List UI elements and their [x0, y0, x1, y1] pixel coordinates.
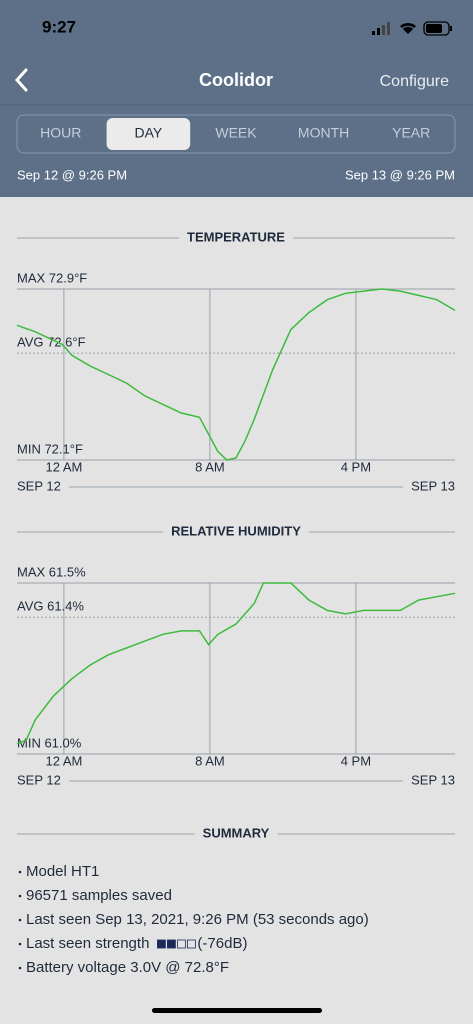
- section-title: SUMMARY: [203, 825, 270, 840]
- data-line: [16, 582, 456, 745]
- signal-square: [187, 939, 196, 949]
- y-tick-label: MIN 61.0%: [17, 735, 82, 750]
- bullet: [18, 894, 22, 898]
- section-title: RELATIVE HUMIDITY: [171, 523, 301, 538]
- bullet: [18, 942, 22, 946]
- y-tick-label: MIN 72.1°F: [17, 441, 83, 456]
- signal-square: [167, 939, 176, 949]
- axis-start-label: SEP 12: [17, 478, 61, 493]
- signal-square: [177, 939, 186, 949]
- signal-strength: (-76dB): [197, 935, 247, 952]
- header-bg: [0, 0, 473, 197]
- tabs: HOUR DAY WEEK MONTH YEAR: [40, 118, 430, 150]
- y-tick-label: MAX 61.5%: [17, 564, 86, 579]
- y-tick-label: AVG 72.6°F: [17, 335, 86, 350]
- axis-start-label: SEP 12: [17, 772, 61, 787]
- status-icons: [372, 21, 452, 36]
- x-tick-label: 12 AM: [45, 753, 82, 768]
- section-title: TEMPERATURE: [187, 229, 285, 244]
- summary-item: Last seen strength: [26, 935, 149, 952]
- clock: 9:27: [42, 17, 76, 36]
- bullet: [18, 870, 22, 874]
- bullet: [18, 966, 22, 970]
- tab[interactable]: MONTH: [298, 125, 349, 141]
- summary-item: 96571 samples saved: [26, 887, 172, 904]
- summary: SUMMARY Model HT1 96571 samples saved Last …: [17, 825, 455, 976]
- bullet: [18, 918, 22, 922]
- back-button[interactable]: [14, 68, 28, 92]
- x-tick-label: 8 AM: [195, 753, 225, 768]
- x-tick-label: 4 PM: [341, 753, 371, 768]
- axis-end-label: SEP 13: [411, 772, 455, 787]
- tab[interactable]: HOUR: [40, 125, 81, 141]
- configure-button[interactable]: Configure: [380, 73, 449, 90]
- summary-item: Battery voltage 3.0V @ 72.8°F: [26, 959, 229, 976]
- summary-item: Last seen Sep 13, 2021, 9:26 PM (53 seco…: [26, 911, 369, 928]
- y-tick-label: AVG 61.4%: [17, 599, 84, 614]
- y-tick-label: MAX 72.9°F: [17, 270, 87, 285]
- x-tick-label: 8 AM: [195, 459, 225, 474]
- home-indicator: [152, 1008, 322, 1013]
- nav-title: Coolidor: [199, 70, 273, 90]
- axis-end-label: SEP 13: [411, 478, 455, 493]
- x-tick-label: 12 AM: [45, 459, 82, 474]
- tab[interactable]: WEEK: [215, 125, 257, 141]
- signal-square: [157, 939, 166, 949]
- data-line: [16, 288, 456, 461]
- range-start: Sep 12 @ 9:26 PM: [17, 167, 127, 182]
- charts: TEMPERATURE 12 AM 8 AM 4 PM MAX 72.9°F AVG 72…: [16, 229, 456, 787]
- range-end: Sep 13 @ 9:26 PM: [345, 167, 455, 182]
- summary-item: Model HT1: [26, 863, 99, 880]
- tab[interactable]: YEAR: [392, 125, 430, 141]
- x-tick-label: 4 PM: [341, 459, 371, 474]
- tab[interactable]: DAY: [135, 125, 163, 141]
- tab-selected-bg: [106, 118, 191, 150]
